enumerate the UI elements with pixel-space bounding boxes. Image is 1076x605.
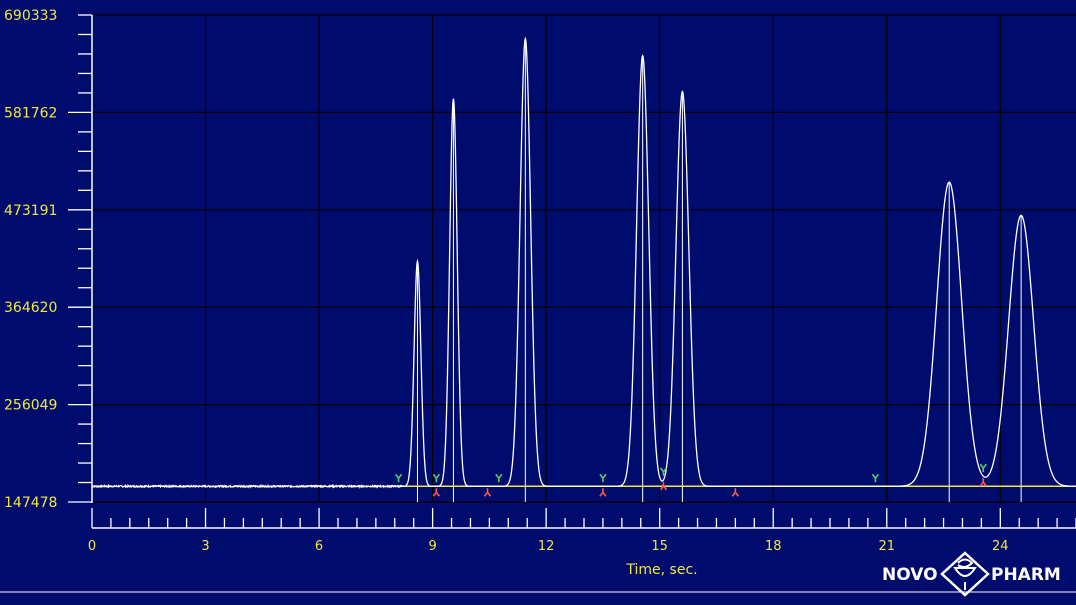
x-tick-label: 21 <box>878 539 895 554</box>
grid-lines <box>91 14 1076 503</box>
x-tick-label: 9 <box>428 539 436 554</box>
y-tick-label: 690333 <box>4 8 57 24</box>
integration-markers <box>394 463 987 497</box>
x-tick-label: 24 <box>992 539 1009 554</box>
axes <box>0 15 1076 593</box>
peak-start-marker <box>432 473 441 483</box>
peak-start-marker <box>394 473 403 483</box>
y-tick-label: 147478 <box>4 495 57 511</box>
peak-end-marker <box>599 488 607 497</box>
bowl-of-hygieia-icon <box>940 551 990 597</box>
peak-end-marker <box>432 488 441 497</box>
peak-end-marker <box>659 481 668 491</box>
y-tick-label: 473191 <box>4 203 57 219</box>
x-tick-label: 6 <box>315 539 323 554</box>
y-tick-label: 256049 <box>4 398 57 414</box>
y-axis-ticks: 147478 256049 364620 473191 581762 690333 <box>4 8 92 511</box>
trace-layer <box>91 36 1076 489</box>
y-tick-label: 364620 <box>4 300 57 316</box>
x-axis-ticks: 0 3 6 9 12 15 18 21 24 <box>88 508 1076 554</box>
x-tick-label: 18 <box>765 539 782 554</box>
peak-start-marker <box>871 473 880 483</box>
peak-end-marker <box>483 488 492 497</box>
peak-start-marker <box>659 467 668 476</box>
peak-start-marker <box>495 473 503 483</box>
x-axis-title: Time, sec. <box>625 562 697 578</box>
x-tick-label: 0 <box>88 539 96 554</box>
peak-start-marker <box>979 463 987 473</box>
x-tick-label: 12 <box>538 539 555 554</box>
y-tick-label: 581762 <box>4 105 57 121</box>
peak-start-marker <box>599 473 607 483</box>
chromatogram-trace <box>91 36 1076 489</box>
logo-text-left: NOVO <box>882 565 938 585</box>
peak-end-marker <box>731 488 740 497</box>
logo-text-right: PHARM <box>991 565 1061 585</box>
peak-end-marker <box>979 478 987 487</box>
x-tick-label: 15 <box>651 539 668 554</box>
peak-apex-lines <box>416 38 1022 502</box>
x-tick-label: 3 <box>201 539 209 554</box>
novopharm-logo: NOVO PHARM <box>882 551 1061 597</box>
